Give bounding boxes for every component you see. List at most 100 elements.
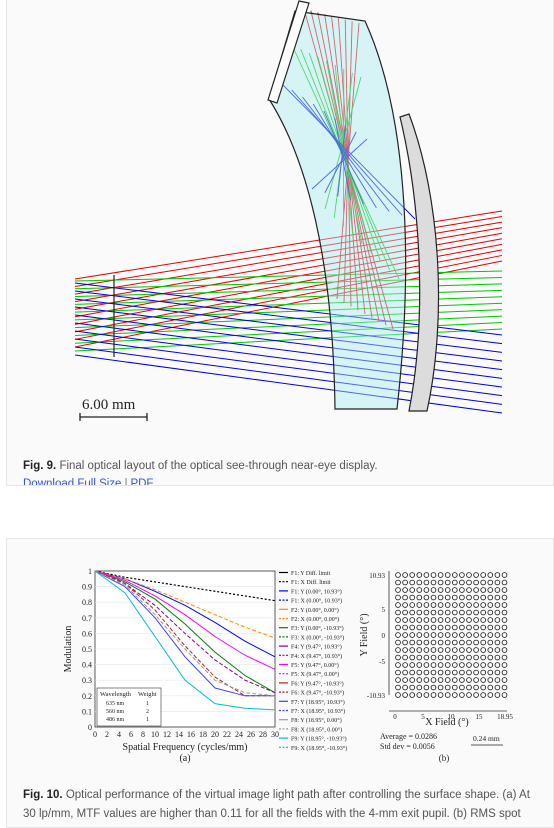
spot (481, 670, 486, 675)
mtf-y-tick: 0.1 (82, 707, 92, 716)
spot (445, 663, 450, 668)
spot (467, 648, 472, 653)
spot (467, 573, 472, 578)
spot (452, 618, 457, 623)
spot (445, 678, 450, 683)
spot (445, 648, 450, 653)
spot (410, 663, 415, 668)
mtf-y-axis-label: Modulation (63, 626, 74, 673)
spot (396, 603, 401, 608)
spot (474, 618, 479, 623)
spot (474, 633, 479, 638)
mtf-y-ticks: 10.90.80.70.60.50.40.30.20.10 (82, 567, 92, 732)
spot (403, 595, 408, 600)
spot (495, 610, 500, 615)
spot (410, 610, 415, 615)
spot (460, 640, 465, 645)
mtf-x-tick: 4 (117, 730, 121, 739)
mtf-x-tick: 30 (271, 730, 279, 739)
spot (460, 678, 465, 683)
spot (495, 633, 500, 638)
spot (424, 670, 429, 675)
spot (431, 618, 436, 623)
spot (502, 685, 507, 690)
spot (396, 678, 401, 683)
spot (488, 648, 493, 653)
weight-row-2: 2 (146, 709, 149, 715)
spot (424, 573, 429, 578)
spot (481, 610, 486, 615)
spot (424, 678, 429, 683)
spot (438, 648, 443, 653)
spot (424, 625, 429, 630)
figure-9-links: Download Full Size|PDF (23, 478, 153, 486)
spot (417, 678, 422, 683)
spot (445, 610, 450, 615)
weight-row-1: 1 (146, 701, 149, 707)
spot (481, 588, 486, 593)
mtf-x-tick: 2 (105, 730, 109, 739)
spot (452, 633, 457, 638)
legend-entry: F7: X (18.95°, 10.93°) (291, 708, 345, 715)
wavelength-row-1: 635 nm (106, 701, 125, 707)
mtf-y-tick: 0.3 (82, 676, 92, 685)
spot (396, 663, 401, 668)
mtf-x-tick: 20 (211, 730, 219, 739)
spot (438, 678, 443, 683)
mtf-y-tick: 0.8 (82, 598, 92, 607)
spot (460, 610, 465, 615)
mtf-x-tick: 6 (129, 730, 133, 739)
ray (75, 355, 502, 413)
spot (481, 685, 486, 690)
spot (417, 640, 422, 645)
spot (424, 685, 429, 690)
download-full-size-link[interactable]: Download Full Size (23, 478, 121, 486)
spot (488, 655, 493, 660)
figure-9-caption-text: Final optical layout of the optical see-… (59, 460, 377, 472)
spot (403, 670, 408, 675)
wavelength-row-3: 486 nm (106, 717, 125, 723)
spot-y-tick: -5 (379, 658, 385, 666)
mtf-y-tick: 0.9 (82, 583, 92, 592)
spot (445, 633, 450, 638)
spot (445, 573, 450, 578)
spot (403, 678, 408, 683)
spot (396, 655, 401, 660)
spot (460, 595, 465, 600)
spot-x-tick: 0 (393, 713, 397, 721)
spot (396, 588, 401, 593)
spot (396, 633, 401, 638)
spot-y-tick: 0 (382, 632, 386, 640)
spot (502, 633, 507, 638)
spot (460, 603, 465, 608)
pdf-link[interactable]: PDF (130, 478, 153, 486)
mtf-y-tick: 0 (88, 723, 92, 732)
wavelength-table: Wavelength Weight 635 nm 1 560 nm 2 486 … (97, 688, 161, 726)
spot (474, 625, 479, 630)
legend-entry: F8: X (18.95°, 0.00°) (291, 726, 342, 733)
spot (431, 678, 436, 683)
spot (488, 685, 493, 690)
spot (502, 648, 507, 653)
spot (438, 580, 443, 585)
spot (481, 618, 486, 623)
spot (502, 573, 507, 578)
spot (410, 640, 415, 645)
spot (410, 580, 415, 585)
spot (488, 573, 493, 578)
spot (474, 663, 479, 668)
spot (396, 640, 401, 645)
spot (481, 655, 486, 660)
spot (467, 580, 472, 585)
spot (474, 573, 479, 578)
figure-10-caption: Fig. 10. Optical performance of the virt… (23, 786, 543, 828)
spot (431, 640, 436, 645)
legend-entry: F3: Y (0.00°, -10.93°) (291, 625, 344, 632)
spot (467, 685, 472, 690)
spot (431, 580, 436, 585)
spot (396, 670, 401, 675)
spot (488, 580, 493, 585)
spot (438, 663, 443, 668)
spot (424, 640, 429, 645)
spot (502, 670, 507, 675)
